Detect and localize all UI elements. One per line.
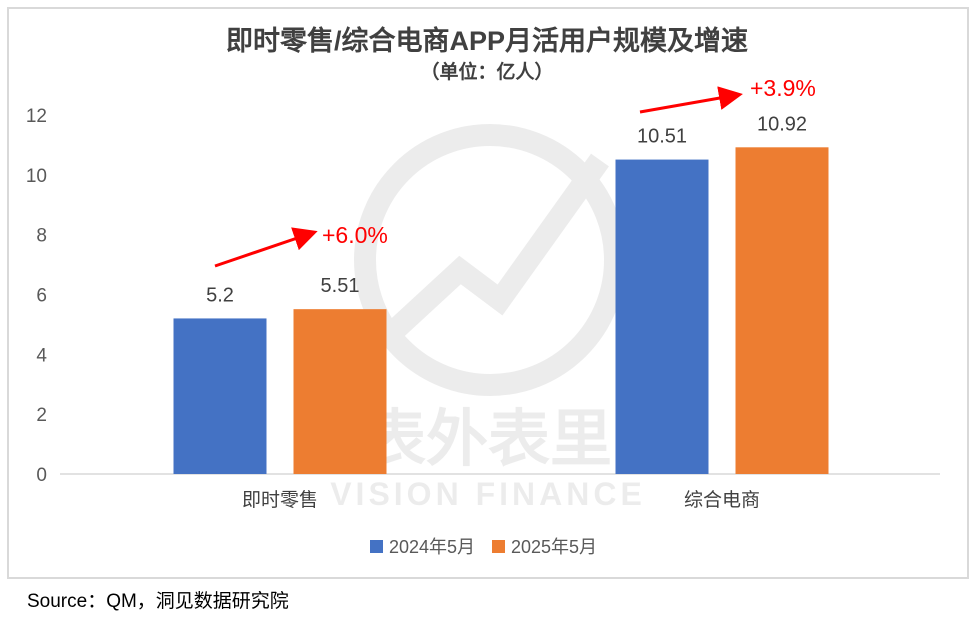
- bar: [735, 147, 829, 474]
- legend-label: 2024年5月: [389, 537, 475, 557]
- data-label: 5.2: [206, 284, 234, 306]
- bar: [615, 159, 709, 474]
- y-tick-label: 4: [36, 345, 47, 366]
- y-tick-label: 6: [36, 286, 47, 307]
- growth-arrow: [639, 86, 743, 114]
- source-note: Source：QM，洞见数据研究院: [27, 590, 289, 612]
- y-tick-label: 10: [26, 166, 47, 187]
- growth-arrow: [214, 227, 318, 268]
- data-label: 5.51: [321, 275, 360, 297]
- chart-title: 即时零售/综合电商APP月活用户规模及增速: [226, 25, 748, 56]
- watermark-en: VISION FINANCE: [330, 476, 646, 512]
- watermark-logo-arrow: [387, 153, 609, 339]
- watermark-logo-circle: [354, 124, 626, 396]
- data-label: 10.51: [637, 126, 687, 148]
- growth-label: +3.9%: [750, 75, 816, 101]
- bar: [173, 318, 267, 474]
- y-tick-label: 8: [36, 226, 47, 247]
- y-tick-label: 0: [36, 465, 47, 486]
- growth-label: +6.0%: [322, 222, 388, 248]
- bar: [293, 309, 387, 474]
- legend-label: 2025年5月: [511, 537, 597, 557]
- y-tick-label: 2: [36, 405, 47, 426]
- watermark: 表外表里 VISION FINANCE: [330, 124, 646, 512]
- legend-swatch: [492, 540, 505, 553]
- legend-swatch: [370, 540, 383, 553]
- data-label: 10.92: [757, 113, 807, 135]
- chart-subtitle: （单位：亿人）: [420, 60, 553, 83]
- watermark-cn: 表外表里: [364, 405, 612, 474]
- category-label: 综合电商: [684, 489, 760, 511]
- y-tick-label: 12: [26, 106, 47, 127]
- category-label: 即时零售: [242, 489, 318, 511]
